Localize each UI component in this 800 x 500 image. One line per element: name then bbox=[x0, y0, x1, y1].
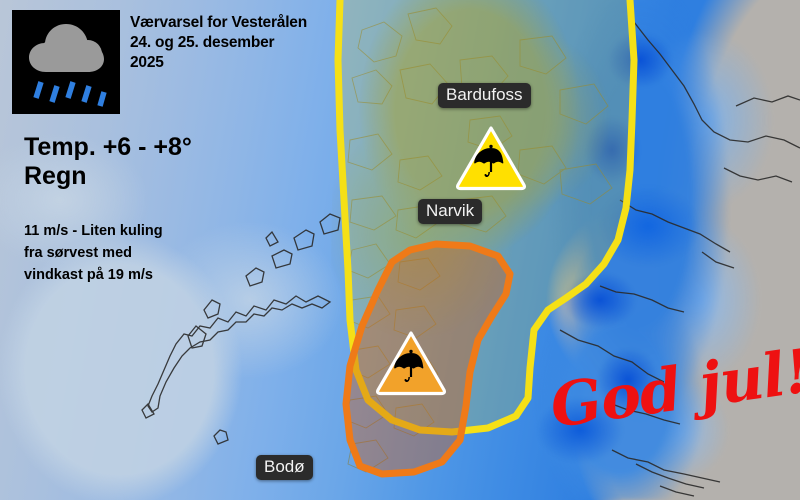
orange-warning-zone bbox=[342, 240, 514, 478]
coastline-paths bbox=[141, 0, 800, 497]
yellow-rain-warning-icon[interactable] bbox=[455, 125, 527, 191]
place-label-bodo[interactable]: Bodø bbox=[256, 455, 313, 481]
place-label-bardufoss[interactable]: Bardufoss bbox=[438, 83, 531, 109]
temperature-readout: Temp. +6 - +8° bbox=[24, 133, 192, 161]
orange-rain-warning-icon[interactable] bbox=[375, 330, 447, 396]
wind-line-3: vindkast på 19 m/s bbox=[24, 267, 153, 284]
rain-streaks bbox=[33, 81, 107, 107]
title-line-3: 2025 bbox=[130, 53, 164, 71]
yellow-warning-zone bbox=[334, 0, 638, 436]
forecast-info-panel: Værvarsel for Vesterålen 24. og 25. dese… bbox=[0, 0, 330, 300]
umbrella-glyph bbox=[394, 349, 424, 383]
wind-description: 11 m/s - Liten kuling fra sørvest med vi… bbox=[24, 220, 254, 286]
rain-cloud-icon bbox=[29, 24, 107, 107]
title-line-1: Værvarsel for Vesterålen bbox=[130, 14, 307, 31]
place-label-narvik[interactable]: Narvik bbox=[418, 199, 483, 225]
title-line-2: 24. og 25. desember bbox=[130, 33, 275, 51]
rain-cloud-logo bbox=[12, 10, 120, 114]
page-title: Værvarsel for Vesterålen 24. og 25. dese… bbox=[130, 13, 350, 73]
wind-line-1: 11 m/s - Liten kuling bbox=[24, 223, 163, 239]
wind-line-2: fra sørvest med bbox=[24, 245, 132, 262]
umbrella-glyph bbox=[474, 144, 504, 178]
condition-readout: Regn bbox=[24, 162, 87, 190]
